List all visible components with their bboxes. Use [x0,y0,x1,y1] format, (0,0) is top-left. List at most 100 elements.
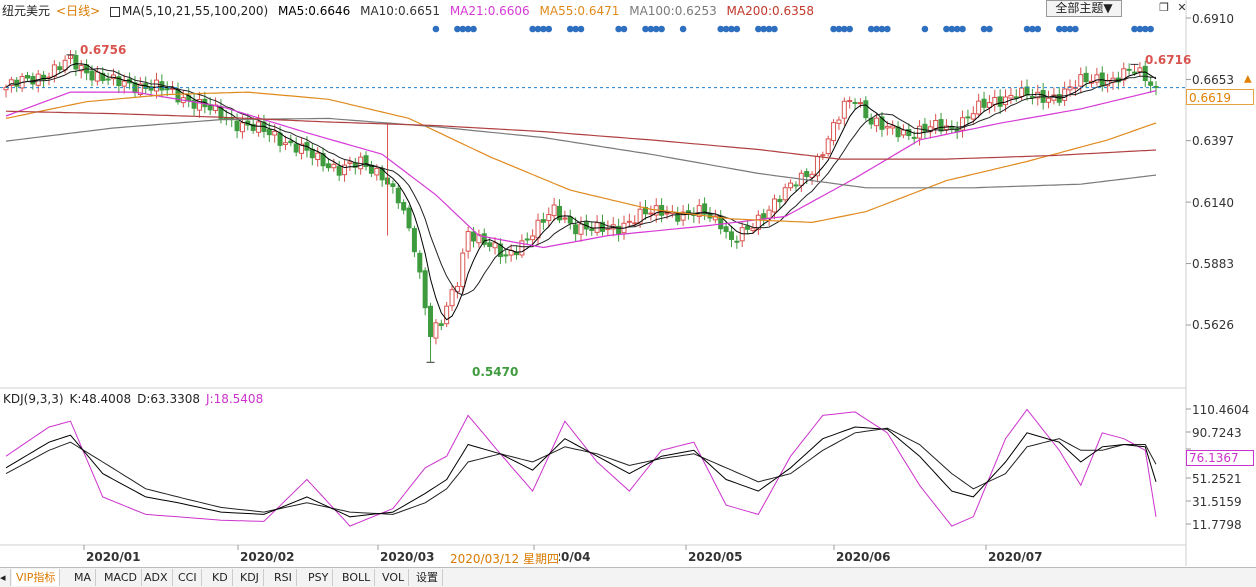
candle-body [390,183,396,187]
current-price-tag: 0.6619 [1186,89,1254,105]
event-dot [755,25,762,33]
month-label: 2020/06 [836,550,891,564]
candle-body [325,163,331,169]
tab-psy[interactable]: PSY [304,569,334,586]
candle-body [847,100,853,103]
event-dot [679,25,687,33]
ma21-value: MA21:0.6606 [449,4,530,18]
candle-body [970,113,976,120]
candle-body [626,220,632,223]
restore-icon[interactable]: ❐ [1159,1,1169,14]
high-annotation-right: 0.6716 [1145,53,1192,67]
crosshair-date: 2020/03/12 星期四 [450,550,559,567]
event-dot [1066,25,1074,33]
candle-body [444,305,450,325]
main-legend: 纽元美元 <日线> MA(5,10,21,55,100,200) MA5:0.66… [2,2,820,19]
event-dot [760,25,768,33]
candle-body [1094,74,1100,83]
candle-body [331,163,337,169]
candle-body [374,167,380,176]
tab-vol[interactable]: VOL [378,569,410,586]
candle-body [411,228,417,253]
candle-body [234,120,240,132]
tab-settings[interactable]: 设置 [412,569,443,586]
month-label: 2020/03 [380,550,435,564]
ma-params[interactable]: MA(5,10,21,55,100,200) [121,4,269,18]
month-label: 2020/05 [688,550,743,564]
event-dot [884,25,891,33]
candle-body [680,211,686,221]
candle-body [820,154,826,157]
ma5-value: MA5:0.6646 [278,4,351,18]
tab-vip[interactable]: VIP指标 [12,569,61,586]
kdj-tick-label: 51.2521 [1192,472,1242,486]
event-dot [943,25,950,33]
candle-body [41,74,47,81]
tab-scroll-left-icon[interactable]: ◂ [0,569,11,586]
event-dot [540,25,547,33]
tab-kd[interactable]: KD [208,569,233,586]
candle-body [449,289,455,307]
candle-body [540,219,546,223]
period-label[interactable]: <日线> [56,4,101,18]
candle-body [363,155,369,167]
tab-adx[interactable]: ADX [140,569,173,586]
candle-body [841,100,847,119]
y-tick-label: 0.5883 [1192,257,1234,271]
tab-ma[interactable]: MA [70,569,97,586]
kdj-k-value: K:48.4008 [69,392,132,406]
price-arrow-icon: ▲ [1244,74,1252,85]
event-dot [615,25,622,33]
candle-body [460,252,466,287]
candle-body [1029,96,1035,99]
candle-body [992,96,998,105]
month-label: 2020/07 [988,550,1043,564]
candle-body [917,125,923,139]
event-dot [1023,25,1031,33]
candle-body [723,226,729,233]
event-dot [1029,25,1036,33]
theme-select-button[interactable]: 全部主题▼ [1046,0,1122,17]
candle-body [884,125,890,129]
candle-body [524,238,530,241]
kdj-params[interactable]: KDJ(9,3,3) [3,392,64,406]
candle-body [793,184,799,187]
tab-macd[interactable]: MACD [100,569,142,586]
candle-body [196,98,202,111]
y-tick-label: 0.6397 [1192,134,1234,148]
candle-body [401,202,407,211]
price-chart[interactable]: ▲ [0,0,1256,390]
candle-body [976,100,982,115]
candle-body [514,251,520,256]
pair-title: 纽元美元 [2,4,51,18]
tab-boll[interactable]: BOLL [338,569,376,586]
candle-body [293,143,299,153]
high-annotation-left: 0.6756 [80,43,127,57]
event-dot [1055,25,1063,33]
candle-body [121,80,127,87]
kdj-d-value: D:63.3308 [137,392,200,406]
event-dot [846,25,853,33]
tab-cci[interactable]: CCI [174,569,202,586]
candle-body [771,198,777,213]
candle-body [922,123,928,132]
ma100-line [5,117,1157,189]
y-tick-label: 0.6140 [1192,196,1234,210]
event-dot [647,25,655,33]
close-icon[interactable]: ✕ [1177,1,1187,14]
candle-body [406,207,412,229]
tab-rsi[interactable]: RSI [270,569,297,586]
indicator-tab-bar: ◂ VIP指标 MA MACD ADX CCI KD KDJ RSI PSY B… [0,567,1256,587]
candle-body [986,102,992,108]
candle-body [632,222,638,225]
kdj-j-value: J:18.5408 [206,392,264,406]
event-dot [454,25,461,33]
candle-body [804,171,810,177]
tab-kdj[interactable]: KDJ [236,569,264,586]
candle-body [557,205,563,221]
candle-body [250,123,256,131]
event-dot [873,25,880,33]
event-dot [545,25,553,33]
candle-body [965,116,971,119]
candle-body [911,136,917,139]
